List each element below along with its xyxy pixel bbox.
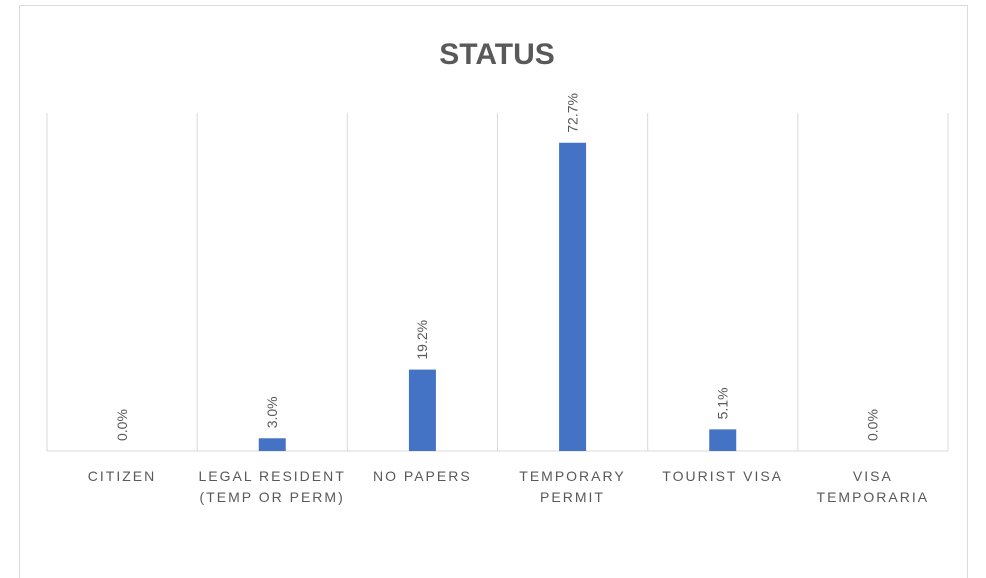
chart-frame — [19, 5, 968, 578]
x-tick-label: CITIZEN — [87, 468, 157, 484]
data-label: 72.7% — [564, 93, 580, 133]
x-tick-label: NO PAPERS — [373, 468, 472, 484]
x-tick-label: LEGAL RESIDENT (TEMP OR PERM) — [198, 468, 346, 505]
bar — [258, 438, 286, 451]
x-tick-label: VISA TEMPORARIA — [816, 468, 930, 505]
data-label: 0.0% — [114, 409, 130, 441]
x-tick-label: TEMPORARY PERMIT — [519, 468, 626, 505]
data-label: 0.0% — [865, 409, 881, 441]
bar — [559, 142, 587, 451]
data-label: 3.0% — [264, 396, 280, 428]
bar — [709, 429, 737, 451]
data-label: 19.2% — [414, 320, 430, 360]
chart-title: STATUS — [439, 38, 555, 71]
bar — [408, 369, 436, 451]
data-label: 5.1% — [714, 387, 730, 419]
x-tick-label: TOURIST VISA — [662, 468, 784, 484]
